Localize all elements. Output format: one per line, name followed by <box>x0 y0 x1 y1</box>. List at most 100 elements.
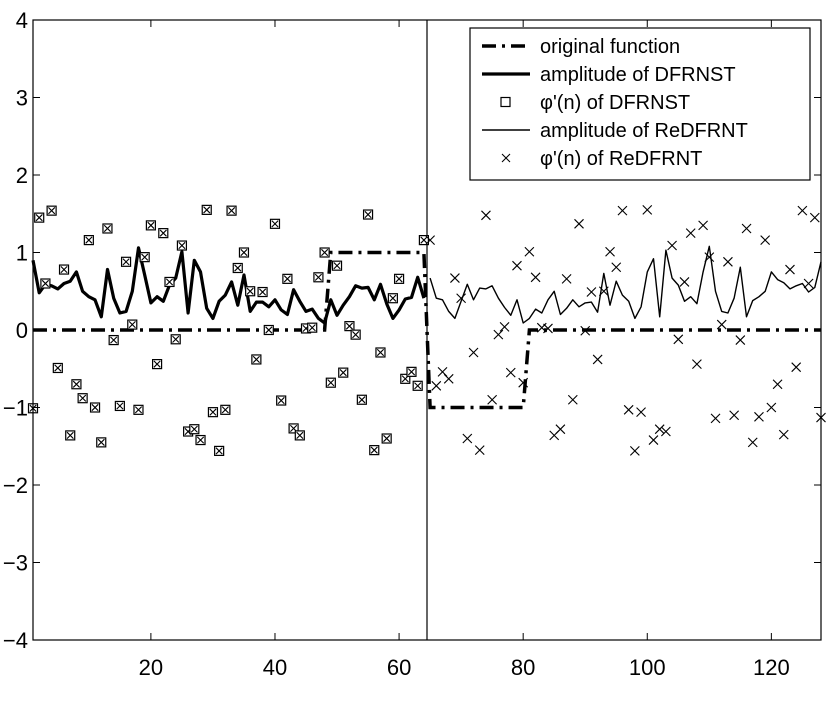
legend-box <box>469 27 811 181</box>
cross-stroke <box>234 264 242 272</box>
cross-stroke <box>499 322 510 332</box>
data-point-cross <box>370 446 378 454</box>
x-tick-label: 100 <box>629 655 666 680</box>
series-line-3 <box>429 245 822 324</box>
cross-stroke <box>791 362 802 373</box>
data-point <box>766 402 777 413</box>
data-point-cross <box>221 406 229 414</box>
cross-stroke <box>474 445 485 456</box>
data-point-cross <box>395 275 403 283</box>
cross-stroke <box>414 382 422 390</box>
legend-sample-4 <box>501 153 511 163</box>
cross-stroke <box>518 377 529 388</box>
legend-label: original function <box>540 36 680 58</box>
data-point <box>518 377 529 388</box>
data-point <box>809 212 820 223</box>
cross-stroke <box>290 424 298 433</box>
legend-label: amplitude of ReDFRNT <box>540 120 748 142</box>
data-point <box>723 256 733 267</box>
data-point-cross <box>258 288 267 296</box>
data-point <box>667 240 677 251</box>
data-point-cross <box>283 275 291 283</box>
cross-stroke <box>450 273 460 283</box>
cross-stroke <box>574 218 584 229</box>
data-point <box>654 424 665 435</box>
x-tick-label: 40 <box>263 655 287 680</box>
cross-stroke <box>283 275 291 283</box>
cross-stroke <box>271 220 279 228</box>
x-tick-label: 120 <box>753 655 790 680</box>
cross-stroke <box>629 446 640 456</box>
cross-stroke <box>778 429 789 440</box>
data-point <box>543 323 553 334</box>
data-point-cross <box>358 396 366 404</box>
data-point <box>462 433 473 444</box>
x-tick-label: 80 <box>511 655 535 680</box>
cross-stroke <box>766 402 777 413</box>
cross-stroke <box>48 207 56 215</box>
cross-stroke <box>716 319 727 330</box>
data-point <box>468 347 479 358</box>
data-point <box>716 319 727 330</box>
cross-stroke <box>203 206 211 214</box>
cross-stroke <box>147 221 155 229</box>
cross-stroke <box>128 320 136 329</box>
cross-stroke <box>437 366 448 377</box>
data-point-cross <box>339 369 347 377</box>
y-tick-label: 3 <box>16 86 28 111</box>
cross-stroke <box>97 438 105 446</box>
cross-stroke <box>134 406 143 414</box>
data-point <box>729 410 740 421</box>
x-tick-label: 60 <box>387 655 411 680</box>
cross-stroke <box>797 205 808 216</box>
cross-stroke <box>72 380 81 388</box>
data-point-cross <box>407 368 416 376</box>
cross-stroke <box>122 258 130 266</box>
data-point-cross <box>103 224 112 233</box>
data-point <box>636 407 646 418</box>
cross-stroke <box>79 394 87 402</box>
cross-stroke <box>760 235 771 245</box>
data-point-cross <box>72 380 81 388</box>
cross-stroke <box>617 205 628 216</box>
cross-stroke <box>468 347 479 358</box>
data-point <box>493 329 504 340</box>
cross-stroke <box>215 447 223 455</box>
data-point-cross <box>414 382 422 390</box>
data-point <box>474 445 485 456</box>
cross-stroke <box>809 212 820 223</box>
data-point <box>567 394 578 405</box>
data-point-cross <box>196 436 205 444</box>
cross-stroke <box>741 223 752 234</box>
cross-stroke <box>258 288 267 296</box>
data-point <box>611 262 622 273</box>
cross-stroke <box>35 214 43 222</box>
data-point-cross <box>172 335 180 343</box>
data-point-cross <box>314 273 323 281</box>
cross-stroke <box>443 373 454 384</box>
cross-stroke <box>352 331 360 339</box>
data-point <box>617 205 628 216</box>
cross-stroke <box>178 241 186 250</box>
cross-stroke <box>692 359 702 369</box>
series-line-0 <box>33 250 821 410</box>
cross-stroke <box>642 204 653 215</box>
data-point-cross <box>48 207 56 215</box>
cross-stroke <box>481 210 491 221</box>
cross-stroke <box>190 425 198 433</box>
data-point <box>592 354 603 365</box>
y-tick-label: −3 <box>3 551 28 576</box>
cross-stroke <box>512 260 522 271</box>
data-point-cross <box>190 425 198 433</box>
cross-stroke <box>172 335 180 343</box>
data-point-cross <box>134 406 143 414</box>
cross-stroke <box>654 424 665 435</box>
data-point <box>574 218 584 229</box>
cross-stroke <box>252 355 260 364</box>
data-point-cross <box>265 326 273 334</box>
data-point <box>735 335 746 345</box>
cross-stroke <box>420 236 428 244</box>
cross-stroke <box>314 273 323 281</box>
cross-stroke <box>524 246 535 257</box>
cross-stroke <box>209 408 217 416</box>
